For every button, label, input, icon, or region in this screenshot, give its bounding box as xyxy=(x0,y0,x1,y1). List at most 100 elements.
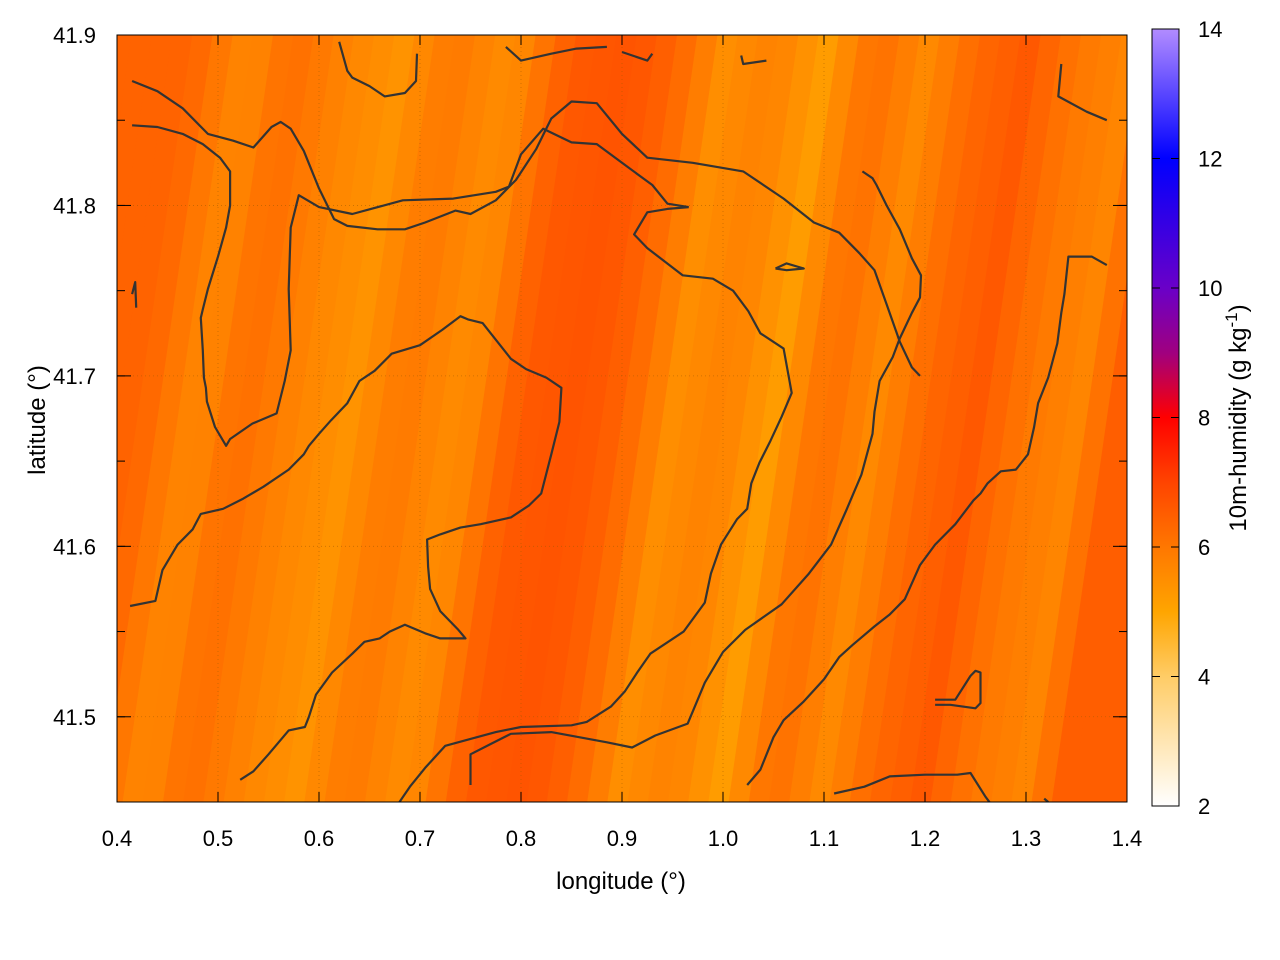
y-axis-title: latitude (°) xyxy=(24,365,51,475)
field-cell xyxy=(910,35,1042,802)
contour-lines xyxy=(129,41,1108,872)
field-cell xyxy=(506,35,638,802)
field-cell xyxy=(870,35,1002,802)
contour-line xyxy=(746,255,1108,786)
x-tick-label: 0.4 xyxy=(102,826,133,851)
y-tick-label: 41.7 xyxy=(53,364,96,389)
field-cell xyxy=(324,35,456,802)
x-tick-label: 1.0 xyxy=(708,826,739,851)
field-cell xyxy=(142,35,274,802)
field-cell xyxy=(163,35,295,802)
field-cell xyxy=(1051,277,1127,802)
y-tick-label: 41.8 xyxy=(53,193,96,218)
contour-line xyxy=(740,55,767,66)
field-cell xyxy=(991,35,1123,802)
field-cell xyxy=(223,35,355,802)
y-tick-label: 41.9 xyxy=(53,23,96,48)
field-cell xyxy=(607,35,739,802)
field-cell xyxy=(1031,136,1127,802)
field-cell xyxy=(708,35,840,802)
field-cell xyxy=(405,35,537,802)
colorbar-title: 10m-humidity (g kg-1) xyxy=(1222,304,1252,531)
field-cell xyxy=(769,35,901,802)
colorbar-tick-label: 8 xyxy=(1198,406,1210,431)
field-cell xyxy=(1112,700,1127,802)
contour-line xyxy=(621,50,654,62)
x-tick-label: 1.3 xyxy=(1011,826,1042,851)
field-cell xyxy=(445,35,577,802)
x-tick-label: 0.6 xyxy=(304,826,335,851)
colorbar: 2 4 6 8 10 12 14 10m-humidity (g kg-1) xyxy=(1151,17,1252,819)
y-tick-labels: 41.5 41.6 41.7 41.8 41.9 xyxy=(53,23,96,730)
field-cell xyxy=(365,35,497,802)
y-tick-label: 41.6 xyxy=(53,534,96,559)
colorbar-tick-label: 4 xyxy=(1198,665,1210,690)
field-cell xyxy=(809,35,941,802)
contour-line xyxy=(833,771,991,802)
contour-line xyxy=(131,281,138,308)
x-tick-label: 1.1 xyxy=(809,826,840,851)
field-cell xyxy=(243,35,375,802)
plot-area xyxy=(116,34,1128,872)
field-cell xyxy=(466,35,598,802)
x-tick-label: 0.8 xyxy=(506,826,537,851)
field-cell xyxy=(1072,418,1127,802)
colorbar-ticks: 2 4 6 8 10 12 14 xyxy=(1152,17,1222,819)
field-cell xyxy=(789,35,921,802)
field-cell xyxy=(829,35,961,802)
contour-line xyxy=(338,41,419,98)
contour-line xyxy=(469,170,923,785)
tick-marks xyxy=(116,34,1128,803)
colorbar-tick-label: 12 xyxy=(1198,147,1222,172)
x-axis-title: longitude (°) xyxy=(556,868,686,895)
contour-line xyxy=(131,79,921,377)
field-cell xyxy=(668,35,800,802)
field-cell xyxy=(284,35,416,802)
colorbar-tick-label: 6 xyxy=(1198,535,1210,560)
field-cell xyxy=(486,35,618,802)
x-tick-label: 1.4 xyxy=(1112,826,1143,851)
field-cell xyxy=(950,35,1082,802)
humidity-field xyxy=(117,35,1127,802)
field-cell xyxy=(203,35,335,802)
field-cell xyxy=(930,35,1062,802)
field-cell xyxy=(546,35,678,802)
field-cell xyxy=(587,35,719,802)
x-tick-label: 1.2 xyxy=(910,826,941,851)
contour-line xyxy=(129,315,563,781)
x-tick-label: 0.9 xyxy=(607,826,638,851)
field-cell xyxy=(526,35,658,802)
field-cell xyxy=(425,35,557,802)
field-cell xyxy=(890,35,1022,802)
field-cell xyxy=(385,35,517,802)
y-tick-label: 41.5 xyxy=(53,705,96,730)
contour-line xyxy=(1043,797,1049,802)
contour-line xyxy=(505,45,607,62)
contour-line xyxy=(329,836,375,872)
colorbar-tick-label: 2 xyxy=(1198,794,1210,819)
field-cell xyxy=(1092,559,1127,802)
contour-line xyxy=(775,262,805,272)
contour-line xyxy=(935,669,982,710)
field-cell xyxy=(567,35,699,802)
colorbar-tick-label: 14 xyxy=(1198,17,1222,42)
field-cell xyxy=(183,35,315,802)
contour-line xyxy=(398,206,793,802)
colorbar-tick-label: 10 xyxy=(1198,276,1222,301)
field-cell xyxy=(117,35,234,802)
field-cell xyxy=(344,35,476,802)
field-cell xyxy=(117,35,133,144)
contour-line xyxy=(1057,63,1108,122)
field-cell xyxy=(849,35,981,802)
field-cell xyxy=(1011,35,1127,802)
field-cell xyxy=(304,35,436,802)
field-cell xyxy=(627,35,759,802)
x-tick-labels: 0.4 0.5 0.6 0.7 0.8 0.9 1.0 1.1 1.2 1.3 1.4 xyxy=(102,826,1143,851)
field-cell xyxy=(122,35,254,802)
field-cell xyxy=(688,35,820,802)
field-cell xyxy=(748,35,880,802)
x-tick-label: 0.7 xyxy=(405,826,436,851)
contour-line xyxy=(132,124,689,447)
field-cell xyxy=(647,35,779,802)
